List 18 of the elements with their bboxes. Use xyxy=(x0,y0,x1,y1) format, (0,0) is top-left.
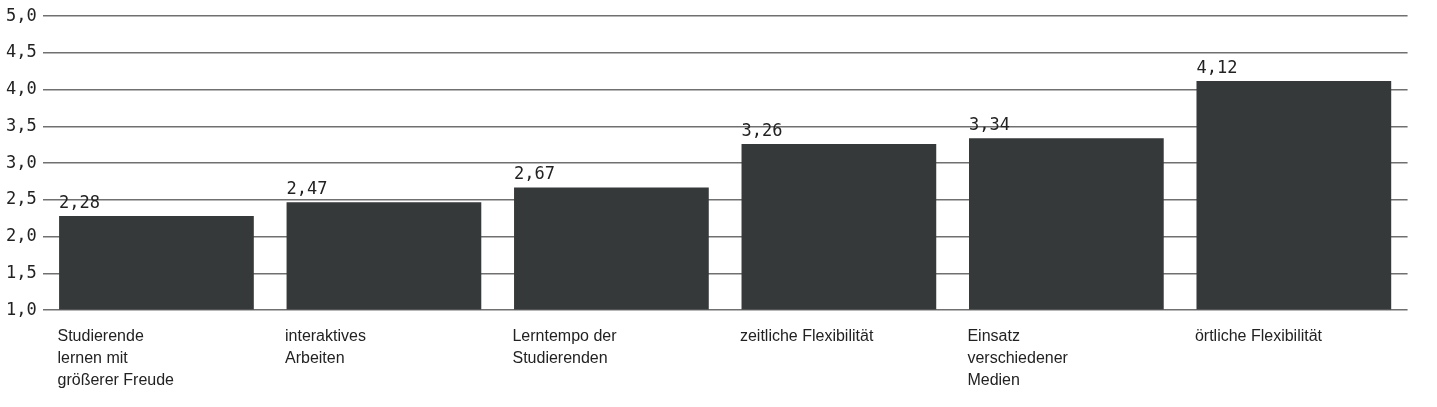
x-tick-label: interaktives Arbeiten xyxy=(284,327,366,367)
x-tick-label: Lerntempo der Studierenden xyxy=(512,327,618,367)
data-label: 2,67 xyxy=(514,163,555,184)
x-tick-label: zeitliche Flexibilität xyxy=(739,327,874,345)
y-tick-label: 4,0 xyxy=(5,78,37,99)
data-label: 2,47 xyxy=(286,178,328,199)
y-tick-label: 4,5 xyxy=(5,41,37,62)
data-label: 4,12 xyxy=(1196,56,1238,77)
y-tick-label: 2,5 xyxy=(5,188,37,209)
y-tick-label: 3,5 xyxy=(5,114,37,135)
y-tick-label: 5,0 xyxy=(5,4,37,25)
y-tick-label: 2,0 xyxy=(5,225,37,246)
y-tick-label: 3,0 xyxy=(5,151,37,172)
x-tick-label: Einsatz verschiedener Medien xyxy=(967,327,1069,388)
y-tick-label: 1,0 xyxy=(5,298,37,319)
y-tick-label: 1,5 xyxy=(5,261,37,282)
x-tick-label: Studierende lernen mit größerer Freude xyxy=(57,327,175,388)
x-tick-label: örtliche Flexibilität xyxy=(1194,327,1323,345)
